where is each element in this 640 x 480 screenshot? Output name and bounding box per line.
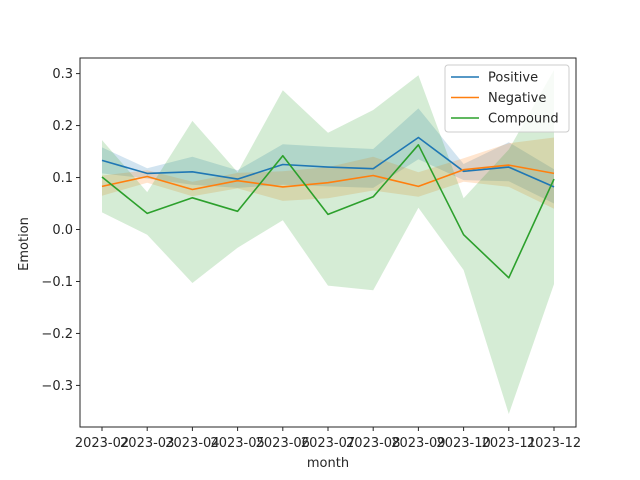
y-tick-label: 0.3 <box>52 67 73 82</box>
ci-band-positive <box>102 108 554 204</box>
y-tick-label: −0.3 <box>41 379 73 394</box>
x-axis-title: month <box>307 456 349 471</box>
x-tick-label: 2023-11 <box>482 436 536 451</box>
y-tick-label: 0.0 <box>52 223 73 238</box>
ci-band-compound <box>102 70 554 414</box>
legend-label-compound: Compound <box>488 112 559 127</box>
legend-label-positive: Positive <box>488 71 538 86</box>
y-axis-title: Emotion <box>17 217 32 271</box>
x-tick-label: 2023-04 <box>165 436 219 451</box>
series-lines <box>101 136 555 279</box>
x-tick-label: 2023-12 <box>527 436 581 451</box>
x-tick-label: 2023-05 <box>210 436 264 451</box>
ci-band-negative <box>102 137 554 209</box>
axes: −0.3−0.2−0.10.00.10.20.32023-022023-0320… <box>41 57 581 451</box>
x-tick-label: 2023-07 <box>301 436 355 451</box>
x-tick-label: 2023-06 <box>256 436 310 451</box>
x-tick-label: 2023-08 <box>346 436 400 451</box>
y-tick-label: −0.2 <box>41 327 73 342</box>
legend: Positive Negative Compound <box>444 64 570 133</box>
y-tick-label: 0.2 <box>52 119 73 134</box>
legend-label-negative: Negative <box>488 91 546 106</box>
x-tick-label: 2023-10 <box>436 436 490 451</box>
y-tick-label: 0.1 <box>52 171 73 186</box>
confidence-bands <box>102 70 554 414</box>
legend-box <box>444 64 570 133</box>
x-tick-label: 2023-03 <box>120 436 174 451</box>
y-tick-label: −0.1 <box>41 275 73 290</box>
x-tick-label: 2023-09 <box>391 436 445 451</box>
x-tick-label: 2023-02 <box>75 436 129 451</box>
